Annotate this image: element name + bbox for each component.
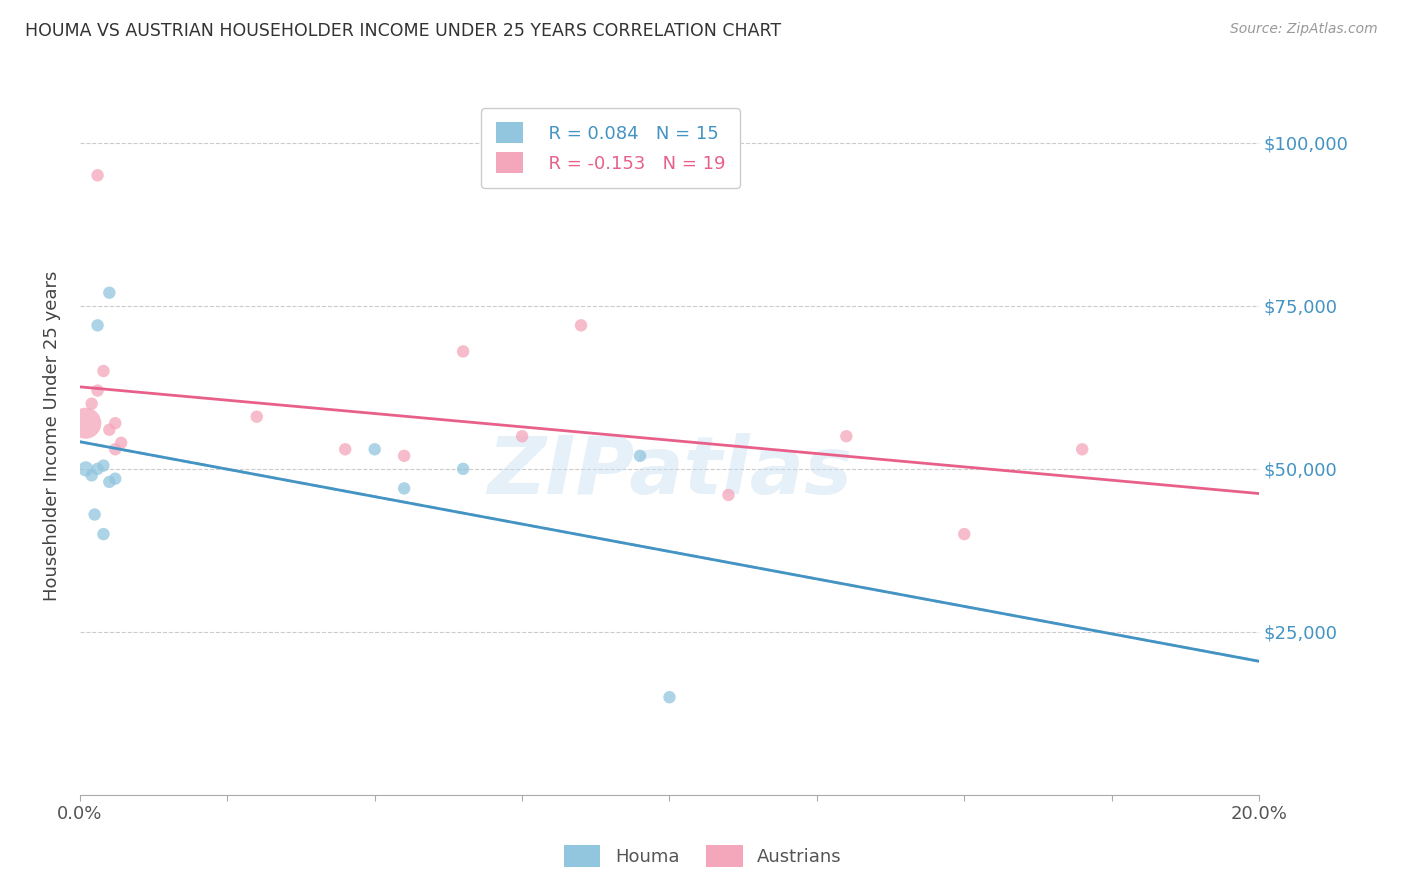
Text: Source: ZipAtlas.com: Source: ZipAtlas.com [1230,22,1378,37]
Point [363,442,385,457]
Point [98,423,121,437]
Point [717,488,740,502]
Point [628,449,651,463]
Point [1071,442,1094,457]
Point [335,442,357,457]
Legend:   R = 0.084   N = 15,   R = -0.153   N = 19: R = 0.084 N = 15, R = -0.153 N = 19 [481,108,740,187]
Point [658,690,681,705]
Point [510,429,533,443]
Point [93,364,115,378]
Point [75,416,97,430]
Point [75,462,97,476]
Point [86,169,108,183]
Point [246,409,269,424]
Point [86,318,108,333]
Point [835,429,858,443]
Point [98,475,121,489]
Point [953,527,976,541]
Point [104,416,127,430]
Point [93,527,115,541]
Text: ZIPatlas: ZIPatlas [486,434,852,511]
Point [392,482,415,496]
Point [569,318,592,333]
Point [93,458,115,473]
Point [86,384,108,398]
Point [80,468,103,483]
Point [104,472,127,486]
Point [451,344,474,359]
Point [86,462,108,476]
Legend: Houma, Austrians: Houma, Austrians [557,838,849,874]
Point [98,285,121,300]
Y-axis label: Householder Income Under 25 years: Householder Income Under 25 years [44,271,60,601]
Text: HOUMA VS AUSTRIAN HOUSEHOLDER INCOME UNDER 25 YEARS CORRELATION CHART: HOUMA VS AUSTRIAN HOUSEHOLDER INCOME UND… [25,22,782,40]
Point [80,397,103,411]
Point [110,435,132,450]
Point [392,449,415,463]
Point [104,442,127,457]
Point [83,508,105,522]
Point [451,462,474,476]
